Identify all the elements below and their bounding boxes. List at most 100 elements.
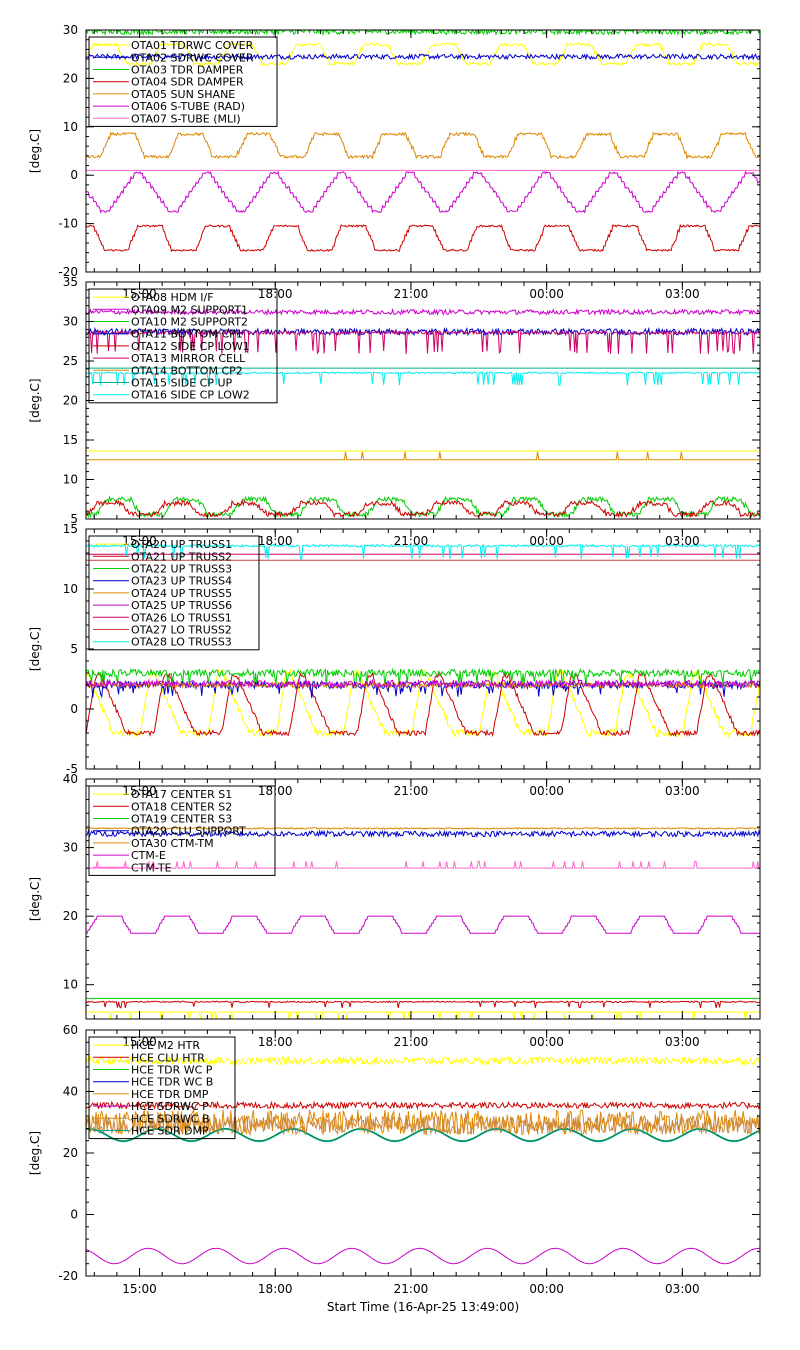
legend-label: OTA29 CLU SUPPORT <box>131 825 246 838</box>
series-line-ota06-s-tube-rad- <box>86 170 760 214</box>
series-line-ota09-m2-support1 <box>86 307 760 317</box>
y-axis-label: [deg.C] <box>28 129 42 173</box>
x-tick-label: 21:00 <box>394 287 429 301</box>
y-tick-label: 10 <box>63 120 78 134</box>
x-tick-label: 03:00 <box>665 534 700 548</box>
x-tick-label: 03:00 <box>665 784 700 798</box>
x-tick-label: 15:00 <box>122 1282 157 1296</box>
legend-label: OTA28 LO TRUSS3 <box>131 636 232 649</box>
y-tick-label: 10 <box>63 582 78 596</box>
x-tick-label: 15:00 <box>122 534 157 548</box>
x-tick-label: 18:00 <box>258 534 293 548</box>
panel-5-series <box>86 1055 760 1265</box>
x-tick-label: 00:00 <box>529 287 564 301</box>
legend-box <box>88 785 276 876</box>
legend-label: OTA24 UP TRUSS5 <box>131 587 232 600</box>
y-tick-label: 40 <box>63 772 78 786</box>
series-line-ota02-sdrwc-cover <box>86 52 760 61</box>
y-tick-label: 30 <box>63 23 78 37</box>
y-tick-label: 5 <box>70 642 78 656</box>
legend-box <box>88 36 278 127</box>
legend-label: OTA23 UP TRUSS4 <box>131 575 232 588</box>
legend-box <box>88 535 260 651</box>
x-tick-label: 21:00 <box>394 784 429 798</box>
series-line-ota30-ctm-tm <box>86 826 760 830</box>
y-tick-label: 10 <box>63 978 78 992</box>
legend-label: OTA18 CENTER S2 <box>131 800 232 813</box>
y-tick-label: 20 <box>63 909 78 923</box>
series-line-ota05-sun-shane <box>86 131 760 160</box>
legend-label: OTA17 CENTER S1 <box>131 788 232 801</box>
series-line-hce-clu-htr <box>86 1100 760 1111</box>
x-tick-label: 15:00 <box>122 784 157 798</box>
x-tick-label: 03:00 <box>665 287 700 301</box>
legend-label: OTA11 BOTTOM CP1 <box>131 328 243 341</box>
y-tick-label: 20 <box>63 394 78 408</box>
series-line-hce-m2-htr <box>86 1055 760 1067</box>
y-tick-label: 0 <box>70 168 78 182</box>
legend-label: CTM-TE <box>131 861 172 874</box>
series-line-ota29-clu-support <box>86 829 760 839</box>
y-axis-label: [deg.C] <box>28 877 42 921</box>
legend-label: OTA27 LO TRUSS2 <box>131 624 232 637</box>
legend-label: HCE TDR DMP <box>131 1088 209 1101</box>
start-time-label: Start Time (16-Apr-25 13:49:00) <box>327 1300 519 1314</box>
legend-label: OTA02 SDRWC COVER <box>131 51 254 64</box>
series-line-ota25-up-truss6 <box>86 678 760 690</box>
series-line-ota04-sdr-damper <box>86 223 760 253</box>
series-line-ota13-mirror-cell <box>86 329 760 355</box>
legend-label: HCE M2 HTR <box>131 1039 200 1052</box>
x-tick-label: 00:00 <box>529 784 564 798</box>
series-line-ota14-bottom-cp2 <box>86 451 760 461</box>
y-tick-label: 25 <box>63 354 78 368</box>
x-tick-label: 00:00 <box>529 1282 564 1296</box>
legend-label: OTA15 SIDE CP UP <box>131 377 233 390</box>
x-tick-label: 18:00 <box>258 1035 293 1049</box>
legend-label: OTA16 SIDE CP LOW2 <box>131 389 250 402</box>
legend-label: HCE CLU HTR <box>131 1051 205 1064</box>
x-tick-label: 18:00 <box>258 1282 293 1296</box>
legend-label: OTA20 UP TRUSS1 <box>131 538 232 551</box>
series-line-ota17-center-s1 <box>86 1011 760 1019</box>
series-line-hce-sdrwc-b <box>86 1114 760 1137</box>
legend-box <box>88 288 278 404</box>
legend-label: OTA06 S-TUBE (RAD) <box>131 100 245 113</box>
series-line-ota12-side-cp-low1 <box>86 499 760 519</box>
y-tick-label: 30 <box>63 841 78 855</box>
legend-label: OTA07 S-TUBE (MLI) <box>131 112 241 125</box>
series-line-ctm-e <box>86 915 760 934</box>
series-line-ctm-te <box>86 860 760 869</box>
panel-4-series <box>86 826 760 1019</box>
legend-label: OTA19 CENTER S3 <box>131 813 232 826</box>
y-tick-label: -20 <box>58 1269 78 1283</box>
y-tick-label: 10 <box>63 473 78 487</box>
legend-label: HCE TDR WC P <box>131 1064 213 1077</box>
legend-label: OTA05 SUN SHANE <box>131 88 235 101</box>
legend-label: OTA01 TDRWC COVER <box>131 39 254 52</box>
y-tick-label: 30 <box>63 315 78 329</box>
y-tick-label: 40 <box>63 1085 78 1099</box>
legend-label: OTA13 MIRROR CELL <box>131 352 246 365</box>
y-tick-label: -20 <box>58 265 78 279</box>
y-axis-label: [deg.C] <box>28 627 42 671</box>
series-line-hce-sdr-dmp <box>86 1128 760 1143</box>
legend-label: OTA08 HDM I/F <box>131 291 214 304</box>
panel-2: 5 10 15 20 25 30 35 [deg.C] 15:00 18:00 21:00 00:00… <box>28 275 761 526</box>
y-tick-label: 15 <box>63 522 78 536</box>
series-line-ota22-up-truss3 <box>86 667 760 689</box>
legend-label: OTA22 UP TRUSS3 <box>131 563 232 576</box>
legend-label: OTA26 LO TRUSS1 <box>131 611 232 624</box>
legend-label: HCE SDR DMP <box>131 1125 209 1138</box>
series-line-ota18-center-s2 <box>86 1000 760 1009</box>
y-tick-label: 5 <box>70 512 78 526</box>
x-tick-label: 03:00 <box>665 1282 700 1296</box>
y-tick-label: 15 <box>63 433 78 447</box>
panel-5: -20 0 20 40 60 [deg.C] 15:00 15:00 18:00 18:00 21:… <box>28 1023 761 1296</box>
